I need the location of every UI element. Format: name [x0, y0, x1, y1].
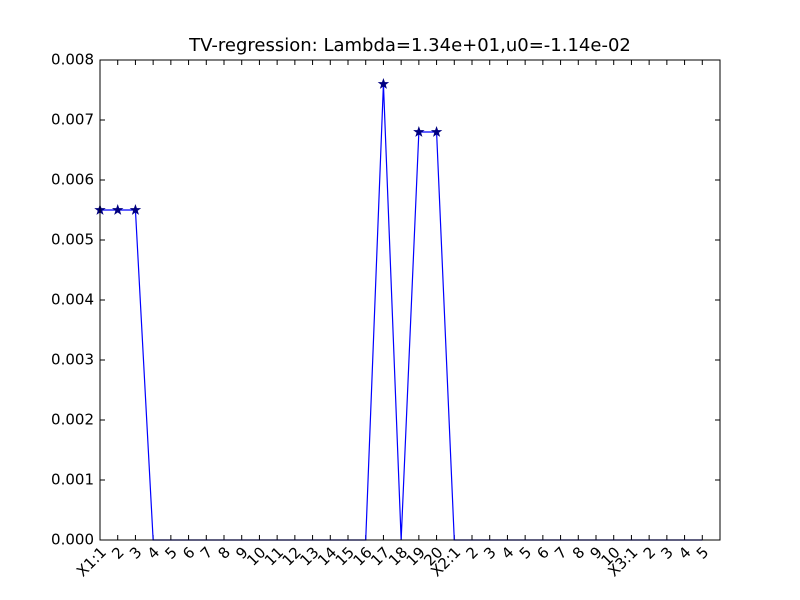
y-tick-label: 0.001: [51, 471, 94, 489]
plot-frame: [99, 59, 721, 541]
chart-title: TV-regression: Lambda=1.34e+01,u0=-1.14e…: [188, 35, 631, 56]
marker: [111, 203, 124, 215]
y-tick-label: 0.002: [51, 411, 94, 429]
y-tick-label: 0.005: [51, 231, 94, 249]
y-tick-label: 0.007: [51, 111, 94, 129]
marker: [413, 125, 425, 137]
marker: [129, 203, 142, 215]
y-tick-label: 0.006: [51, 171, 94, 189]
y-tick-label: 0.000: [51, 531, 94, 549]
marker: [430, 125, 443, 137]
y-tick-label: 0.003: [51, 351, 94, 369]
y-tick-label: 0.004: [51, 291, 94, 309]
marker: [377, 77, 390, 89]
y-tick-label: 0.008: [51, 51, 94, 69]
